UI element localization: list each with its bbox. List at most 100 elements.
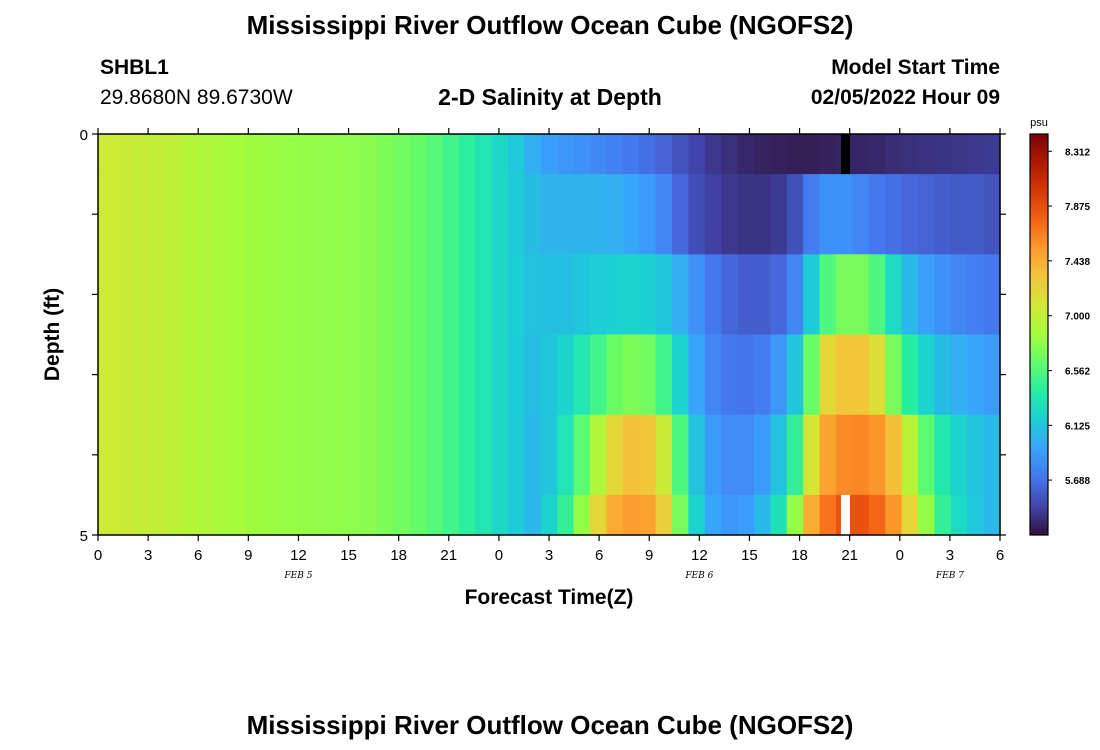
heatmap-cell <box>934 334 952 416</box>
colorbar-segment <box>1030 147 1048 152</box>
colorbar-segment <box>1030 524 1048 529</box>
colorbar-segment <box>1030 458 1048 462</box>
heatmap-cell <box>229 174 247 255</box>
heatmap-cell <box>622 414 640 496</box>
heatmap-cell <box>180 414 197 496</box>
heatmap-cell <box>163 134 181 175</box>
colorbar-segment <box>1030 327 1048 332</box>
heatmap-cell <box>639 414 657 496</box>
heatmap-cell <box>409 494 427 536</box>
station-coordinates: 29.8680N 89.6730W <box>100 86 293 109</box>
heatmap-cell <box>344 254 361 335</box>
heatmap-cell <box>606 334 624 416</box>
heatmap-cell <box>327 134 345 175</box>
heatmap-cell <box>212 494 230 536</box>
colorbar-segment <box>1030 227 1048 232</box>
chart-subtitle: 2-D Salinity at Depth <box>438 84 662 110</box>
x-tick-label: 15 <box>340 547 357 564</box>
colorbar-segment <box>1030 528 1048 533</box>
model-start-label: Model Start Time <box>831 56 1000 79</box>
x-tick-label: 6 <box>194 547 202 564</box>
heatmap-cell <box>262 134 279 175</box>
heatmap-cell <box>967 254 985 335</box>
heatmap-cell <box>212 254 230 335</box>
heatmap-cell <box>442 414 460 496</box>
heatmap-cell <box>573 494 591 536</box>
heatmap-cell <box>786 334 804 416</box>
heatmap-cell <box>491 334 509 416</box>
x-tick-label: 6 <box>996 547 1004 564</box>
heatmap-cell <box>278 174 296 255</box>
heatmap-cell <box>475 254 493 335</box>
heatmap-cell <box>770 494 788 536</box>
heatmap-cell <box>918 134 935 175</box>
heatmap-cell <box>622 134 640 175</box>
heatmap-cell <box>360 414 378 496</box>
heatmap-cell <box>786 494 804 536</box>
heatmap-cell <box>262 414 279 496</box>
heatmap-cell <box>672 254 689 335</box>
heatmap-cell <box>524 414 542 496</box>
heatmap-cell <box>836 254 853 335</box>
heatmap-cell <box>836 334 853 416</box>
colorbar-segment <box>1030 471 1048 476</box>
heatmap-cell <box>557 414 575 496</box>
heatmap-cell <box>737 134 755 175</box>
heatmap-cell <box>918 254 935 335</box>
heatmap-cell <box>852 254 870 335</box>
colorbar-segment <box>1030 491 1048 496</box>
heatmap-cell <box>180 494 197 536</box>
heatmap-cell <box>508 134 525 175</box>
heatmap-cell <box>442 134 460 175</box>
colorbar-segment <box>1030 397 1048 402</box>
colorbar-segment <box>1030 411 1048 416</box>
colorbar-segment <box>1030 240 1048 245</box>
colorbar-segment <box>1030 521 1048 526</box>
heatmap-cell <box>540 494 558 536</box>
colorbar-segment <box>1030 494 1048 499</box>
colorbar-segment <box>1030 160 1048 165</box>
y-axis-title: Depth (ft) <box>41 288 64 381</box>
heatmap-cell <box>180 334 197 416</box>
heatmap-cell <box>442 174 460 255</box>
heatmap-cell <box>803 414 821 496</box>
heatmap-cell <box>918 414 935 496</box>
heatmap-cell <box>163 334 181 416</box>
heatmap-cell <box>360 254 378 335</box>
heatmap-cell <box>770 254 788 335</box>
heatmap-cell <box>836 174 853 255</box>
heatmap-cell <box>294 414 312 496</box>
colorbar-segment <box>1030 291 1048 295</box>
heatmap-cell <box>212 414 230 496</box>
heatmap-cell <box>704 254 722 335</box>
heatmap-cell <box>737 414 755 496</box>
heatmap-cell <box>868 494 886 536</box>
colorbar-tick-label: 6.562 <box>1065 367 1090 378</box>
heatmap-cell <box>294 334 312 416</box>
heatmap-cell <box>639 494 657 536</box>
colorbar-segment <box>1030 214 1048 219</box>
heatmap-cell <box>130 414 148 496</box>
colorbar-segment <box>1030 277 1048 282</box>
colorbar-segment <box>1030 150 1048 155</box>
heatmap-cell <box>901 334 919 416</box>
heatmap-cell <box>311 254 329 335</box>
heatmap-cell <box>688 414 706 496</box>
colorbar-segment <box>1030 454 1048 459</box>
heatmap-cell <box>557 254 575 335</box>
x-axis-title: Forecast Time(Z) <box>465 586 634 609</box>
heatmap-cell <box>294 254 312 335</box>
heatmap-cell <box>983 134 1001 175</box>
heatmap-cell <box>885 174 903 255</box>
heatmap-cell <box>868 254 886 335</box>
heatmap-cell <box>98 134 115 175</box>
heatmap-cell <box>475 334 493 416</box>
heatmap-cell <box>950 254 968 335</box>
heatmap-cell <box>229 494 247 536</box>
heatmap-cell <box>409 254 427 335</box>
heatmap-cell <box>967 494 985 536</box>
colorbar-segment <box>1030 424 1048 429</box>
heatmap-cell <box>262 254 279 335</box>
heatmap-cell <box>212 134 230 175</box>
x-tick-labels: 0 3 6 9 12 15 18 21 0 3 6 9 12 15 18 21 0 3 6 <box>94 547 1004 564</box>
